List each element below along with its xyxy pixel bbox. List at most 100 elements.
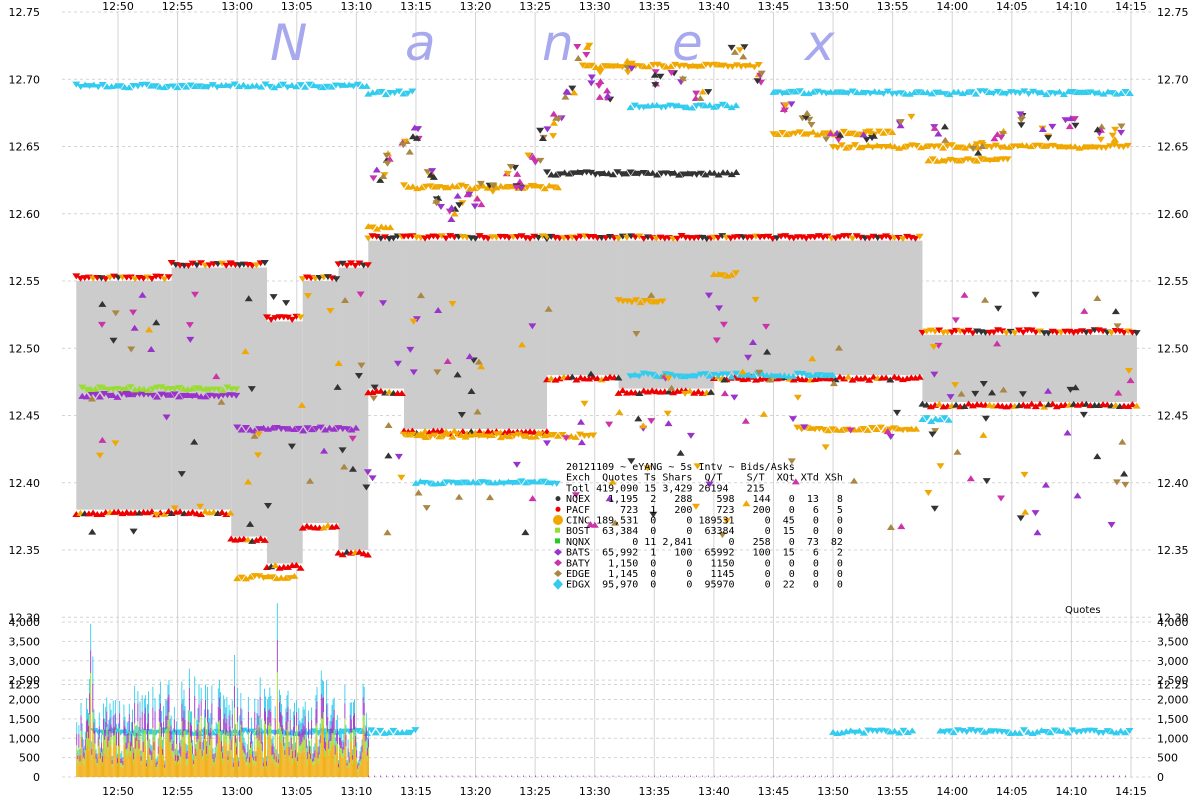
volume-bar bbox=[141, 711, 143, 729]
volume-bar bbox=[79, 748, 81, 756]
x-tick-bottom-5: 13:15 bbox=[400, 785, 432, 798]
band-mark bbox=[1040, 142, 1049, 149]
ask-mark bbox=[1132, 330, 1141, 337]
band-mark bbox=[263, 573, 272, 580]
volume-bar bbox=[324, 748, 325, 756]
band-mark bbox=[587, 62, 596, 69]
volume-bar bbox=[139, 731, 141, 743]
volume-bar bbox=[99, 752, 101, 759]
volume-bar bbox=[78, 747, 80, 756]
ask-mark bbox=[347, 260, 356, 267]
mid-mark bbox=[98, 436, 107, 443]
ask-mark bbox=[1002, 330, 1011, 337]
volume-bar bbox=[237, 687, 239, 707]
scatter-mark bbox=[1117, 123, 1126, 130]
volume-bar bbox=[113, 742, 115, 777]
volume-bar bbox=[163, 749, 165, 777]
band-mark bbox=[934, 143, 943, 150]
mid-mark bbox=[850, 477, 859, 484]
mid-mark bbox=[544, 305, 553, 312]
volume-bar bbox=[167, 684, 169, 698]
volume-bar bbox=[286, 695, 288, 712]
legend-row-bost: BOST 63,384 0 0 63384 0 15 0 0 bbox=[566, 526, 843, 537]
volume-bar bbox=[142, 732, 144, 742]
bid-mark bbox=[861, 374, 870, 381]
band-mark bbox=[890, 727, 899, 734]
volume-bar bbox=[165, 715, 167, 730]
volume-bar bbox=[107, 724, 109, 737]
volume-bar bbox=[129, 741, 131, 751]
volume-bar bbox=[321, 732, 323, 777]
volume-bar bbox=[286, 711, 288, 730]
volume-bar bbox=[125, 749, 127, 759]
volume-bar bbox=[119, 700, 121, 714]
volume-bar bbox=[167, 732, 169, 777]
volume-bar bbox=[90, 672, 92, 698]
volume-bar bbox=[207, 709, 209, 723]
band-mark bbox=[829, 728, 838, 735]
volume-bar bbox=[211, 736, 213, 777]
volume-bar bbox=[233, 686, 235, 708]
band-mark bbox=[705, 101, 714, 108]
volume-bar-small bbox=[779, 775, 781, 777]
mid-mark bbox=[586, 521, 595, 528]
volume-bar-small bbox=[809, 775, 811, 777]
volume-bar bbox=[225, 707, 227, 723]
band-mark bbox=[666, 171, 675, 178]
scatter-mark bbox=[1038, 125, 1047, 132]
band-mark bbox=[539, 478, 548, 485]
ask-mark bbox=[915, 233, 924, 240]
volume-bar bbox=[269, 722, 271, 737]
spread-segment-8 bbox=[547, 240, 619, 376]
volume-bar bbox=[309, 753, 310, 759]
volume-bar bbox=[272, 759, 274, 777]
volume-bar bbox=[320, 728, 322, 777]
volume-bar bbox=[362, 696, 364, 715]
band-mark bbox=[639, 104, 648, 111]
volume-bar bbox=[120, 753, 122, 759]
mid-mark bbox=[129, 309, 138, 316]
mid-mark bbox=[455, 493, 464, 500]
scatter-mark bbox=[603, 92, 612, 99]
volume-bar bbox=[85, 720, 87, 739]
mid-mark bbox=[443, 358, 452, 365]
band-mark bbox=[151, 83, 160, 90]
mid-mark bbox=[1079, 411, 1088, 418]
volume-bar bbox=[171, 735, 173, 744]
volume-bar bbox=[192, 740, 194, 746]
scatter-mark bbox=[698, 88, 707, 95]
mid-mark bbox=[580, 400, 589, 407]
band-mark bbox=[837, 142, 846, 149]
band-mark bbox=[617, 171, 626, 178]
band-mark bbox=[813, 131, 822, 138]
volume-bar bbox=[307, 750, 309, 777]
band-mark bbox=[947, 142, 956, 149]
volume-bar bbox=[334, 737, 336, 746]
volume-bar bbox=[279, 735, 280, 777]
volume-bar bbox=[327, 703, 329, 718]
band-mark bbox=[984, 727, 993, 734]
volume-bar bbox=[243, 745, 245, 753]
volume-bar bbox=[291, 764, 293, 777]
volume-bar bbox=[137, 703, 139, 722]
mid-mark bbox=[765, 376, 774, 383]
mid-mark bbox=[982, 478, 991, 485]
volume-bar bbox=[106, 711, 108, 728]
mid-mark bbox=[88, 528, 97, 535]
volume-bar bbox=[198, 704, 200, 723]
band-mark bbox=[488, 432, 497, 439]
volume-bar bbox=[77, 759, 79, 765]
band-mark bbox=[299, 427, 308, 434]
volume-bar bbox=[255, 761, 257, 767]
volume-bar bbox=[143, 739, 145, 777]
volume-bar bbox=[332, 700, 334, 718]
volume-bar bbox=[215, 733, 217, 747]
volume-bar bbox=[294, 715, 295, 733]
volume-bar-small bbox=[624, 775, 626, 777]
band-mark bbox=[201, 393, 210, 400]
volume-bar bbox=[285, 708, 287, 722]
volume-bar bbox=[119, 728, 121, 743]
bid-mark bbox=[1027, 400, 1036, 407]
volume-bar bbox=[139, 742, 141, 777]
volume-bar-small bbox=[648, 775, 650, 777]
